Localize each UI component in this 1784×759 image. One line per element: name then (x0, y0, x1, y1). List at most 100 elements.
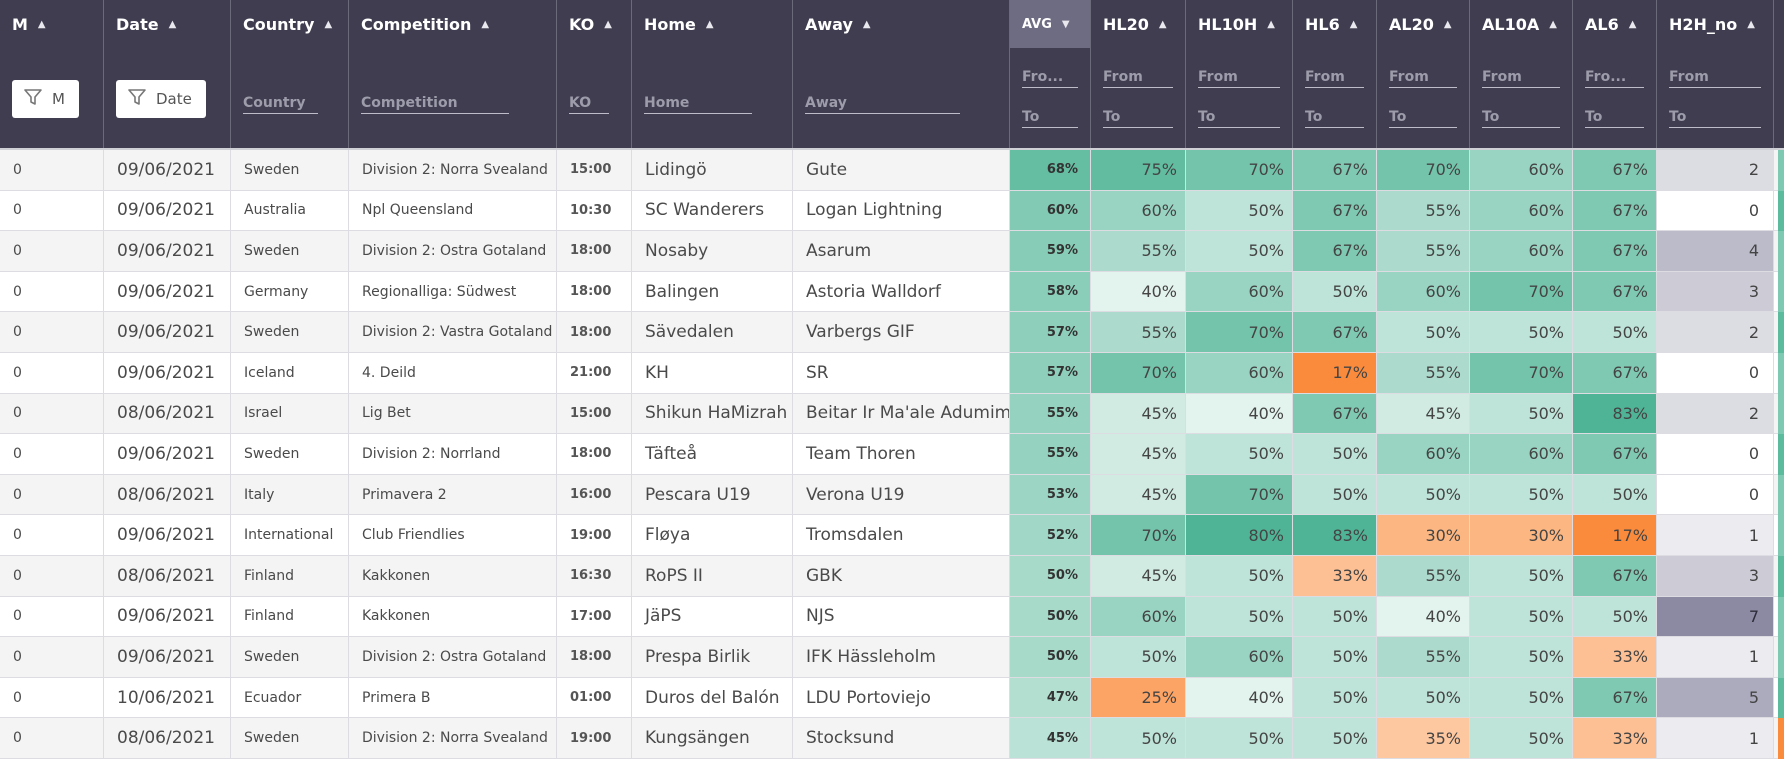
sort-asc-icon[interactable]: ▲ (37, 18, 46, 30)
filter-input-country[interactable]: Country (243, 88, 318, 114)
table-row[interactable]: 0 08/06/2021 Israel Lig Bet 15:00 Shikun HaMi… (0, 393, 1784, 435)
sort-asc-icon[interactable]: ▲ (1443, 18, 1452, 30)
table-row[interactable]: 0 09/06/2021 International Club Friendlies 1… (0, 515, 1784, 556)
cell-home: Shikun HaMizrah (632, 393, 793, 434)
table-row[interactable]: 0 09/06/2021 Sweden Division 2: Ostra Gotal… (0, 231, 1784, 272)
table-row[interactable]: 0 08/06/2021 Italy Primavera 2 16:00 Pescara … (0, 474, 1784, 516)
column-header-date[interactable]: Date ▲ (104, 0, 231, 48)
sort-asc-icon[interactable]: ▲ (1349, 18, 1358, 30)
filter-to-hl10h[interactable]: To (1198, 102, 1280, 128)
filter-button-m[interactable]: M (12, 80, 79, 118)
column-header-hl10h[interactable]: HL10H ▲ (1186, 0, 1293, 48)
column-header-label: Date (116, 14, 159, 34)
filter-from-al10a[interactable]: From (1482, 62, 1560, 88)
filter-from-al20[interactable]: From (1389, 62, 1457, 88)
column-header-hl20[interactable]: HL20 ▲ (1091, 0, 1186, 48)
filter-from-h2h[interactable]: From (1669, 62, 1761, 88)
filter-input-home[interactable]: Home (644, 88, 752, 114)
filter-button-label: M (52, 90, 65, 108)
cell-hl20: 50% (1091, 718, 1186, 758)
table-row[interactable]: 0 09/06/2021 Sweden Division 2: Norrland 18:… (0, 434, 1784, 475)
table-row[interactable]: 0 09/06/2021 Sweden Division 2: Ostra Gotal… (0, 637, 1784, 678)
table-row[interactable]: 0 09/06/2021 Sweden Division 2: Vastra Gota… (0, 312, 1784, 353)
cell-h2h: 2 (1657, 393, 1774, 434)
sort-asc-icon[interactable]: ▲ (1158, 18, 1167, 30)
sort-asc-icon[interactable]: ▲ (1267, 18, 1275, 30)
filter-input-ko[interactable]: KO (569, 88, 609, 114)
cell-hl10h: 50% (1186, 231, 1293, 271)
filter-to-hl20[interactable]: To (1103, 102, 1173, 128)
column-header-h2h[interactable]: H2H_no ▲ (1657, 0, 1774, 48)
filter-input-competition[interactable]: Competition (361, 88, 509, 114)
filter-from-avg[interactable]: Fro... (1022, 62, 1078, 88)
filter-from-hl6[interactable]: From (1305, 62, 1364, 88)
cell-away: Team Thoren (793, 434, 1010, 474)
sort-asc-icon[interactable]: ▲ (862, 18, 871, 30)
table-row[interactable]: 0 08/06/2021 Sweden Division 2: Norra Sveal… (0, 718, 1784, 759)
table-row[interactable]: 0 09/06/2021 Germany Regionalliga: Südwest 1… (0, 271, 1784, 313)
filter-from-al6[interactable]: Fro... (1585, 62, 1644, 88)
filter-to-avg[interactable]: To (1022, 102, 1078, 128)
column-header-country[interactable]: Country ▲ (231, 0, 349, 48)
cell-away: Beitar Ir Ma'ale Adumim (793, 393, 1010, 434)
table-row[interactable]: 0 10/06/2021 Ecuador Primera B 01:00 Duros de… (0, 677, 1784, 719)
column-header-competition[interactable]: Competition ▲ (349, 0, 557, 48)
sort-asc-icon[interactable]: ▲ (1747, 18, 1755, 30)
column-header-label: HL10H (1198, 14, 1258, 34)
filter-to-al20[interactable]: To (1389, 102, 1457, 128)
cell-h2h: 1 (1657, 637, 1774, 677)
filter-from-hl10h[interactable]: From (1198, 62, 1280, 88)
column-header-m[interactable]: M ▲ (0, 0, 104, 48)
cell-al20: 55% (1377, 555, 1470, 596)
filter-to-h2h[interactable]: To (1669, 102, 1761, 128)
filter-to-hl6[interactable]: To (1305, 102, 1364, 128)
column-header-avg[interactable]: AVG ▼ (1010, 0, 1091, 48)
column-header-home[interactable]: Home ▲ (632, 0, 793, 48)
cell-home: KH (632, 352, 793, 393)
filter-from-hl20[interactable]: From (1103, 62, 1173, 88)
table-row[interactable]: 0 09/06/2021 Australia Npl Queensland 10:30 S… (0, 190, 1784, 232)
cell-al10a: 60% (1470, 434, 1573, 474)
sort-desc-icon[interactable]: ▼ (1061, 18, 1070, 30)
sort-asc-icon[interactable]: ▲ (481, 18, 490, 30)
sort-asc-icon[interactable]: ▲ (604, 18, 612, 30)
column-header-away[interactable]: Away ▲ (793, 0, 1010, 48)
cell-al20: 55% (1377, 637, 1470, 677)
table-row[interactable]: 0 09/06/2021 Sweden Division 2: Norra Sveal… (0, 150, 1784, 191)
column-header-label: AL10A (1482, 14, 1540, 34)
cell-h2h: 5 (1657, 677, 1774, 718)
cell-avg: 50% (1010, 637, 1091, 677)
column-header-ko[interactable]: KO ▲ (557, 0, 632, 48)
cell-m: 0 (0, 352, 104, 393)
cell-al6: 67% (1573, 150, 1657, 190)
cell-home: Täfteå (632, 434, 793, 474)
column-header-al6[interactable]: AL6 ▲ (1573, 0, 1657, 48)
filter-button-date[interactable]: Date (116, 80, 206, 118)
filter-cell-home: Home (632, 48, 793, 148)
column-header-hl6[interactable]: HL6 ▲ (1293, 0, 1377, 48)
cell-al6: 33% (1573, 718, 1657, 758)
column-header-al10a[interactable]: AL10A ▲ (1470, 0, 1573, 48)
filter-to-al6[interactable]: To (1585, 102, 1644, 128)
filter-input-away[interactable]: Away (805, 88, 960, 114)
cell-al10a: 60% (1470, 231, 1573, 271)
cell-hl6: 67% (1293, 393, 1377, 434)
table-row[interactable]: 0 09/06/2021 Finland Kakkonen 17:00 JäPS NJS 50… (0, 596, 1784, 638)
sort-asc-icon[interactable]: ▲ (1628, 18, 1637, 30)
table-row[interactable]: 0 09/06/2021 Iceland 4. Deild 21:00 KH SR 57% 70… (0, 352, 1784, 394)
sort-asc-icon[interactable]: ▲ (1549, 18, 1557, 30)
cell-away: Varbergs GIF (793, 312, 1010, 352)
column-header-al20[interactable]: AL20 ▲ (1377, 0, 1470, 48)
cell-al10a: 50% (1470, 718, 1573, 758)
sort-asc-icon[interactable]: ▲ (705, 18, 714, 30)
cell-date: 09/06/2021 (104, 352, 231, 393)
sort-asc-icon[interactable]: ▲ (324, 18, 333, 30)
cell-ko: 18:00 (557, 271, 632, 312)
filter-to-al10a[interactable]: To (1482, 102, 1560, 128)
sort-asc-icon[interactable]: ▲ (168, 18, 177, 30)
cell-al6: 33% (1573, 637, 1657, 677)
cell-competition: Npl Queensland (349, 190, 557, 231)
cell-hl10h: 50% (1186, 190, 1293, 231)
cell-hl20: 60% (1091, 190, 1186, 231)
table-row[interactable]: 0 08/06/2021 Finland Kakkonen 16:30 RoPS II GB… (0, 555, 1784, 597)
